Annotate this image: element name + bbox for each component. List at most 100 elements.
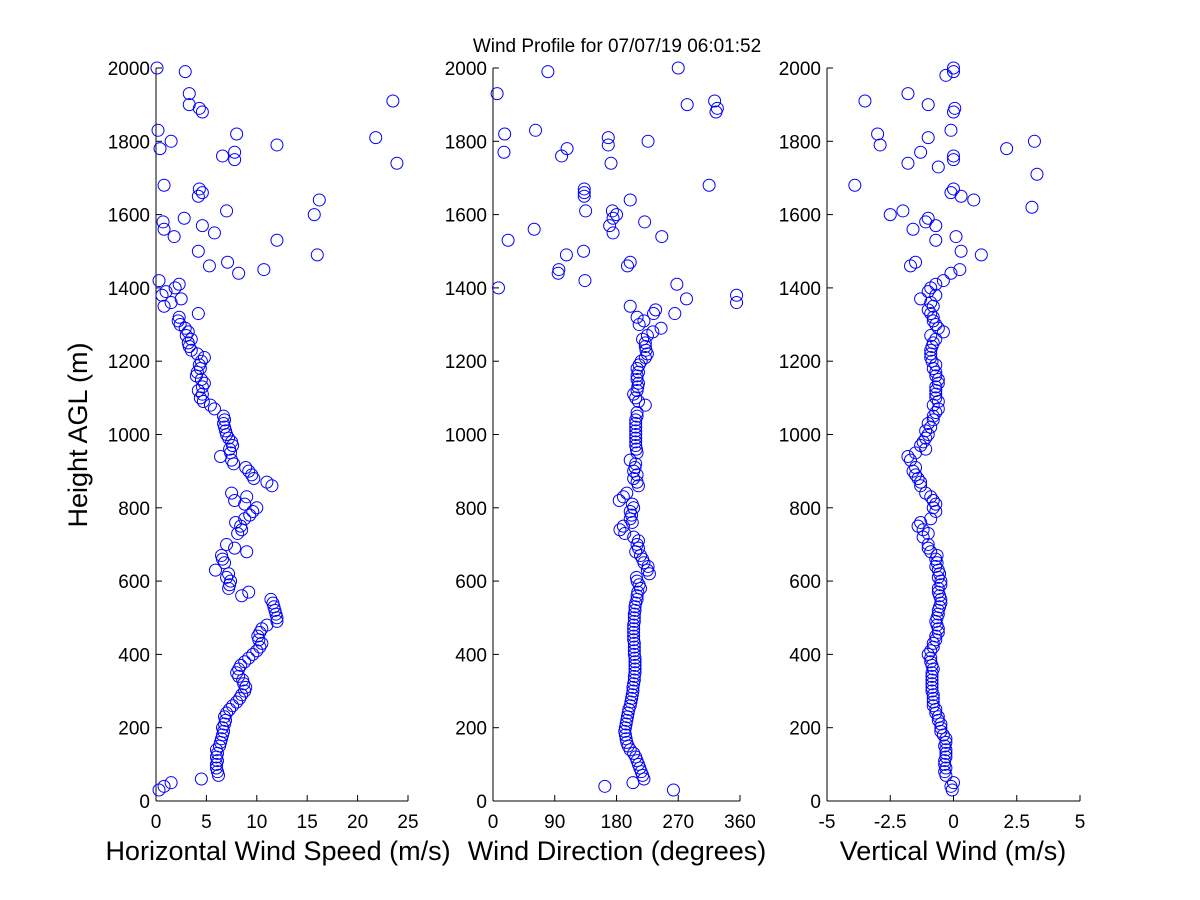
vertical-data-point <box>921 98 935 112</box>
speed-y-tick-label: 600 <box>118 572 150 593</box>
vertical-data-point <box>938 757 952 771</box>
vertical-data-point <box>909 255 923 269</box>
direction-data-point <box>559 248 573 262</box>
direction-data-point <box>628 655 642 669</box>
speed-data-point <box>178 65 192 79</box>
speed-data-point <box>220 204 234 218</box>
vertical-data-point <box>919 431 933 445</box>
speed-y-tick-label: 1400 <box>108 279 150 300</box>
speed-data-point <box>312 193 326 207</box>
speed-data-point <box>228 493 242 507</box>
direction-data-point <box>730 288 744 302</box>
vertical-data-point <box>931 710 945 724</box>
speed-data-point <box>231 526 245 540</box>
speed-data-point <box>192 182 206 196</box>
speed-data-point <box>238 655 252 669</box>
vertical-data-point <box>939 746 953 760</box>
direction-data-point <box>627 625 641 639</box>
vertical-data-point <box>924 644 938 658</box>
speed-data-point <box>173 318 187 332</box>
speed-data-point <box>260 618 274 632</box>
speed-data-point <box>181 336 195 350</box>
direction-data-point <box>629 424 643 438</box>
vertical-data-point <box>954 244 968 258</box>
vertical-data-point <box>914 292 928 306</box>
vertical-y-tick-label: 1000 <box>779 426 821 447</box>
direction-data-point <box>616 490 630 504</box>
speed-data-point <box>232 266 246 280</box>
direction-data-point <box>629 417 643 431</box>
direction-data-point <box>649 303 663 317</box>
direction-data-point <box>612 493 626 507</box>
speed-data-point <box>164 134 178 148</box>
direction-data-point <box>631 534 645 548</box>
speed-data-point <box>179 329 193 343</box>
speed-data-point <box>228 541 242 555</box>
speed-data-point <box>242 464 256 478</box>
vertical-x-tick-label: -2.5 <box>874 812 907 833</box>
direction-data-point <box>623 504 637 518</box>
speed-data-point <box>242 651 256 665</box>
vertical-data-point <box>947 182 960 196</box>
vertical-data-point <box>921 537 935 551</box>
speed-data-point <box>228 145 242 159</box>
vertical-data-point <box>926 636 940 650</box>
speed-data-point <box>195 387 209 401</box>
direction-data-point <box>577 189 591 203</box>
direction-data-point <box>632 578 646 592</box>
vertical-data-point <box>909 468 923 482</box>
direction-data-point <box>601 138 615 152</box>
vertical-data-point <box>926 501 940 515</box>
speed-data-point <box>266 596 280 610</box>
direction-data-point <box>490 87 504 101</box>
direction-data-point <box>610 208 623 222</box>
direction-y-tick-label: 600 <box>455 572 487 593</box>
vertical-data-point <box>883 208 897 222</box>
speed-data-point <box>203 398 217 412</box>
speed-data-point <box>195 219 209 233</box>
speed-data-point <box>270 138 284 152</box>
direction-data-point <box>631 585 645 599</box>
y-axis-label: Height AGL (m) <box>63 342 93 527</box>
vertical-data-point <box>921 131 935 145</box>
vertical-data-point <box>931 570 945 584</box>
speed-data-point <box>220 706 234 720</box>
vertical-data-point <box>921 211 935 225</box>
speed-data-point <box>216 721 230 735</box>
speed-data-point <box>270 614 284 628</box>
speed-data-point <box>156 215 170 229</box>
speed-data-point <box>270 233 284 247</box>
vertical-data-point <box>939 68 953 82</box>
direction-y-tick-label: 1200 <box>445 352 487 373</box>
speed-data-point <box>174 292 188 306</box>
vertical-data-point <box>931 581 945 595</box>
vertical-data-point <box>929 233 943 247</box>
speed-data-point <box>239 460 253 474</box>
direction-data-point <box>629 431 643 445</box>
speed-data-point <box>216 149 230 163</box>
vertical-x-tick-label: 0 <box>948 812 959 833</box>
vertical-y-tick-label: 200 <box>789 719 821 740</box>
speed-data-point <box>191 244 205 258</box>
speed-data-point <box>246 504 260 518</box>
vertical-data-point <box>926 314 940 328</box>
speed-data-point <box>235 589 249 603</box>
speed-data-point <box>155 288 169 302</box>
direction-data-point <box>625 515 639 529</box>
direction-data-point <box>577 244 591 258</box>
speed-data-point <box>239 680 253 694</box>
direction-data-point <box>629 435 643 449</box>
speed-data-point <box>157 779 171 793</box>
direction-y-tick-label: 800 <box>455 499 487 520</box>
direction-data-point <box>601 131 615 145</box>
vertical-data-point <box>924 351 938 365</box>
direction-data-point <box>629 428 643 441</box>
vertical-data-point <box>871 127 885 141</box>
speed-x-tick-label: 5 <box>201 812 212 833</box>
speed-data-point <box>195 380 209 394</box>
direction-data-point <box>666 783 680 797</box>
vertical-data-point <box>926 413 940 427</box>
speed-data-point <box>214 449 228 463</box>
vertical-data-point <box>925 680 939 694</box>
speed-data-point <box>195 105 209 119</box>
